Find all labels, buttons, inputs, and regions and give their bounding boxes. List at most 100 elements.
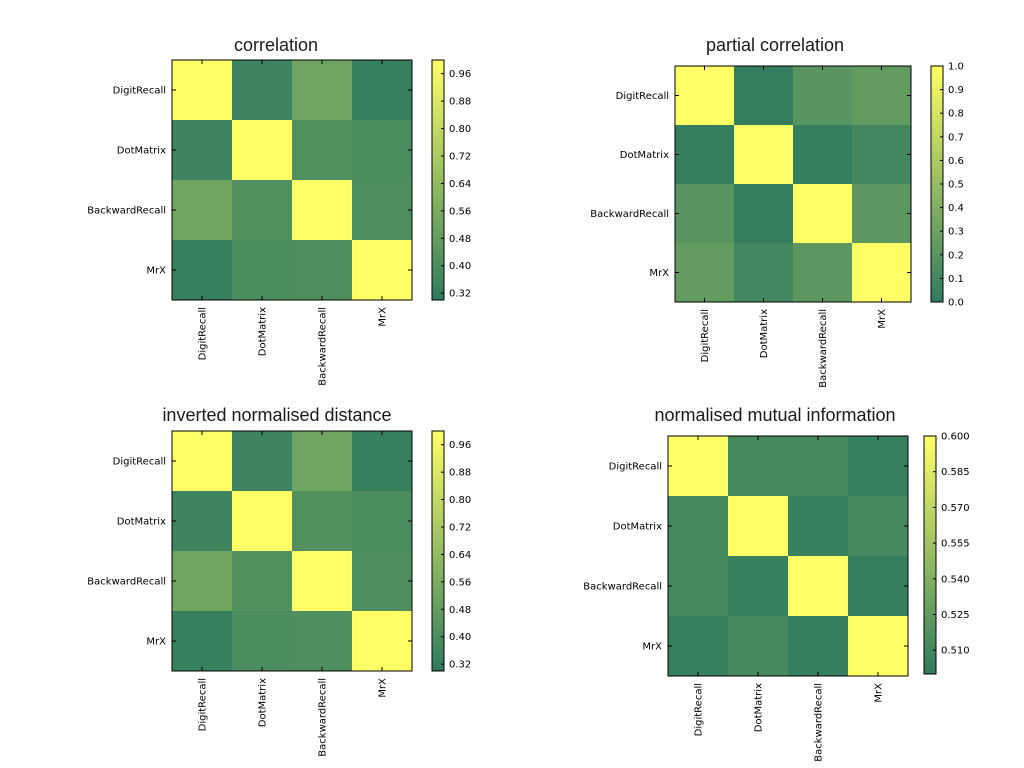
chart-title: normalised mutual information (654, 405, 895, 425)
y-tick-label: BackwardRecall (87, 577, 166, 588)
x-tick-label: BackwardRecall (814, 683, 825, 762)
colorbar-tick-label: 0.56 (449, 577, 471, 588)
heatmap-cell (848, 436, 908, 496)
y-tick-label: DigitRecall (113, 457, 166, 468)
heatmap-cell (292, 240, 352, 300)
heatmap-cell (352, 60, 412, 120)
plot-frame (171, 59, 413, 301)
colorbar-tick-label: 0.2 (948, 250, 964, 261)
heatmap-cell (172, 551, 232, 611)
heatmap-cell (788, 616, 848, 676)
colorbar-tick-label: 0.56 (449, 206, 471, 217)
heatmap-cell (734, 66, 793, 125)
x-tick-label: DigitRecall (198, 678, 209, 731)
colorbar-tick-label: 0.96 (449, 440, 471, 451)
x-tick-label: MrX (378, 678, 389, 698)
colorbar-tick-label: 0.0 (948, 298, 964, 309)
colorbar-tick-label: 0.80 (449, 124, 471, 135)
colorbar-tick-label: 0.540 (941, 574, 970, 585)
y-tick-label: BackwardRecall (590, 209, 669, 220)
heatmap-cell (232, 60, 292, 120)
heatmap-cell (232, 491, 292, 551)
heatmap-cell (852, 243, 911, 302)
x-tick-label: DigitRecall (694, 683, 705, 736)
heatmap-cell (352, 551, 412, 611)
x-tick-label: DigitRecall (700, 309, 711, 362)
colorbar-tick-label: 0.40 (449, 261, 471, 272)
colorbar-tick-label: 0.72 (449, 152, 471, 163)
colorbar-tick-label: 0.48 (449, 234, 471, 245)
heatmap-cell (232, 180, 292, 240)
heatmap-panel-normalised-mutual-information: normalised mutual information DigitRecal… (583, 405, 969, 762)
heatmap-cell (675, 66, 734, 125)
heatmap-cell (232, 551, 292, 611)
colorbar-tick-label: 0.8 (948, 109, 964, 120)
heatmap-cell (352, 431, 412, 491)
colorbar-tick-label: 0.32 (449, 660, 471, 671)
chart-title: inverted normalised distance (162, 405, 391, 425)
colorbar-tick-label: 0.64 (449, 179, 471, 190)
y-tick-label: DigitRecall (616, 91, 669, 102)
heatmap-cell (728, 496, 788, 556)
y-tick-label: DotMatrix (117, 517, 166, 528)
heatmap-cell (852, 66, 911, 125)
colorbar-tick-label: 0.525 (941, 610, 970, 621)
heatmap-cell (793, 125, 852, 184)
heatmap-cell (232, 431, 292, 491)
colorbar-tick-label: 0.48 (449, 605, 471, 616)
heatmap-panel-inverted-normalised-distance: inverted normalised distance DigitRecall… (87, 405, 471, 757)
heatmap-cell (793, 184, 852, 243)
heatmap-cell (292, 491, 352, 551)
heatmap-cell (793, 66, 852, 125)
heatmap-cell (675, 184, 734, 243)
x-tick-label: DigitRecall (198, 307, 209, 360)
heatmap-cell (172, 120, 232, 180)
y-tick-label: MrX (642, 642, 662, 653)
x-tick-label: BackwardRecall (318, 307, 329, 386)
x-tick-label: DotMatrix (759, 309, 770, 358)
heatmap-cell (172, 180, 232, 240)
heatmap-cell (172, 60, 232, 120)
y-tick-label: DigitRecall (113, 86, 166, 97)
heatmap-cell (292, 180, 352, 240)
colorbar-tick-label: 0.5 (948, 180, 964, 191)
colorbar-tick-label: 0.510 (941, 646, 970, 657)
colorbar-tick-label: 0.96 (449, 69, 471, 80)
heatmap-cell (232, 611, 292, 671)
heatmap-cell (788, 436, 848, 496)
x-tick-label: MrX (874, 683, 885, 703)
y-tick-label: MrX (146, 266, 166, 277)
colorbar-tick-label: 0.88 (449, 97, 471, 108)
x-tick-label: BackwardRecall (818, 309, 829, 388)
heatmap-cell (232, 120, 292, 180)
y-tick-label: DigitRecall (609, 462, 662, 473)
colorbar-tick-label: 0.7 (948, 132, 964, 143)
heatmap-cell (852, 184, 911, 243)
heatmap-cell (172, 491, 232, 551)
colorbar-tick-label: 0.555 (941, 539, 970, 550)
x-tick-label: DotMatrix (258, 307, 269, 356)
colorbar (431, 430, 445, 672)
heatmap-cell (292, 60, 352, 120)
y-tick-label: MrX (649, 268, 669, 279)
x-tick-label: DotMatrix (754, 683, 765, 732)
heatmap-cell (793, 243, 852, 302)
colorbar-tick-label: 0.40 (449, 632, 471, 643)
plot-frame (674, 65, 912, 303)
heatmap-cell (848, 556, 908, 616)
colorbar-tick-label: 0.4 (948, 203, 964, 214)
colorbar-tick-label: 0.6 (948, 156, 964, 167)
y-tick-label: BackwardRecall (87, 206, 166, 217)
colorbar-tick-label: 0.80 (449, 495, 471, 506)
heatmap-cell (172, 240, 232, 300)
heatmap-cell (788, 556, 848, 616)
heatmap-cell (352, 491, 412, 551)
colorbar-tick-label: 0.9 (948, 85, 964, 96)
heatmap-cell (352, 120, 412, 180)
y-tick-label: BackwardRecall (583, 582, 662, 593)
y-tick-label: DotMatrix (620, 150, 669, 161)
heatmap-cell (734, 125, 793, 184)
heatmap-cell (292, 551, 352, 611)
heatmap-cell (848, 496, 908, 556)
y-tick-label: DotMatrix (117, 146, 166, 157)
